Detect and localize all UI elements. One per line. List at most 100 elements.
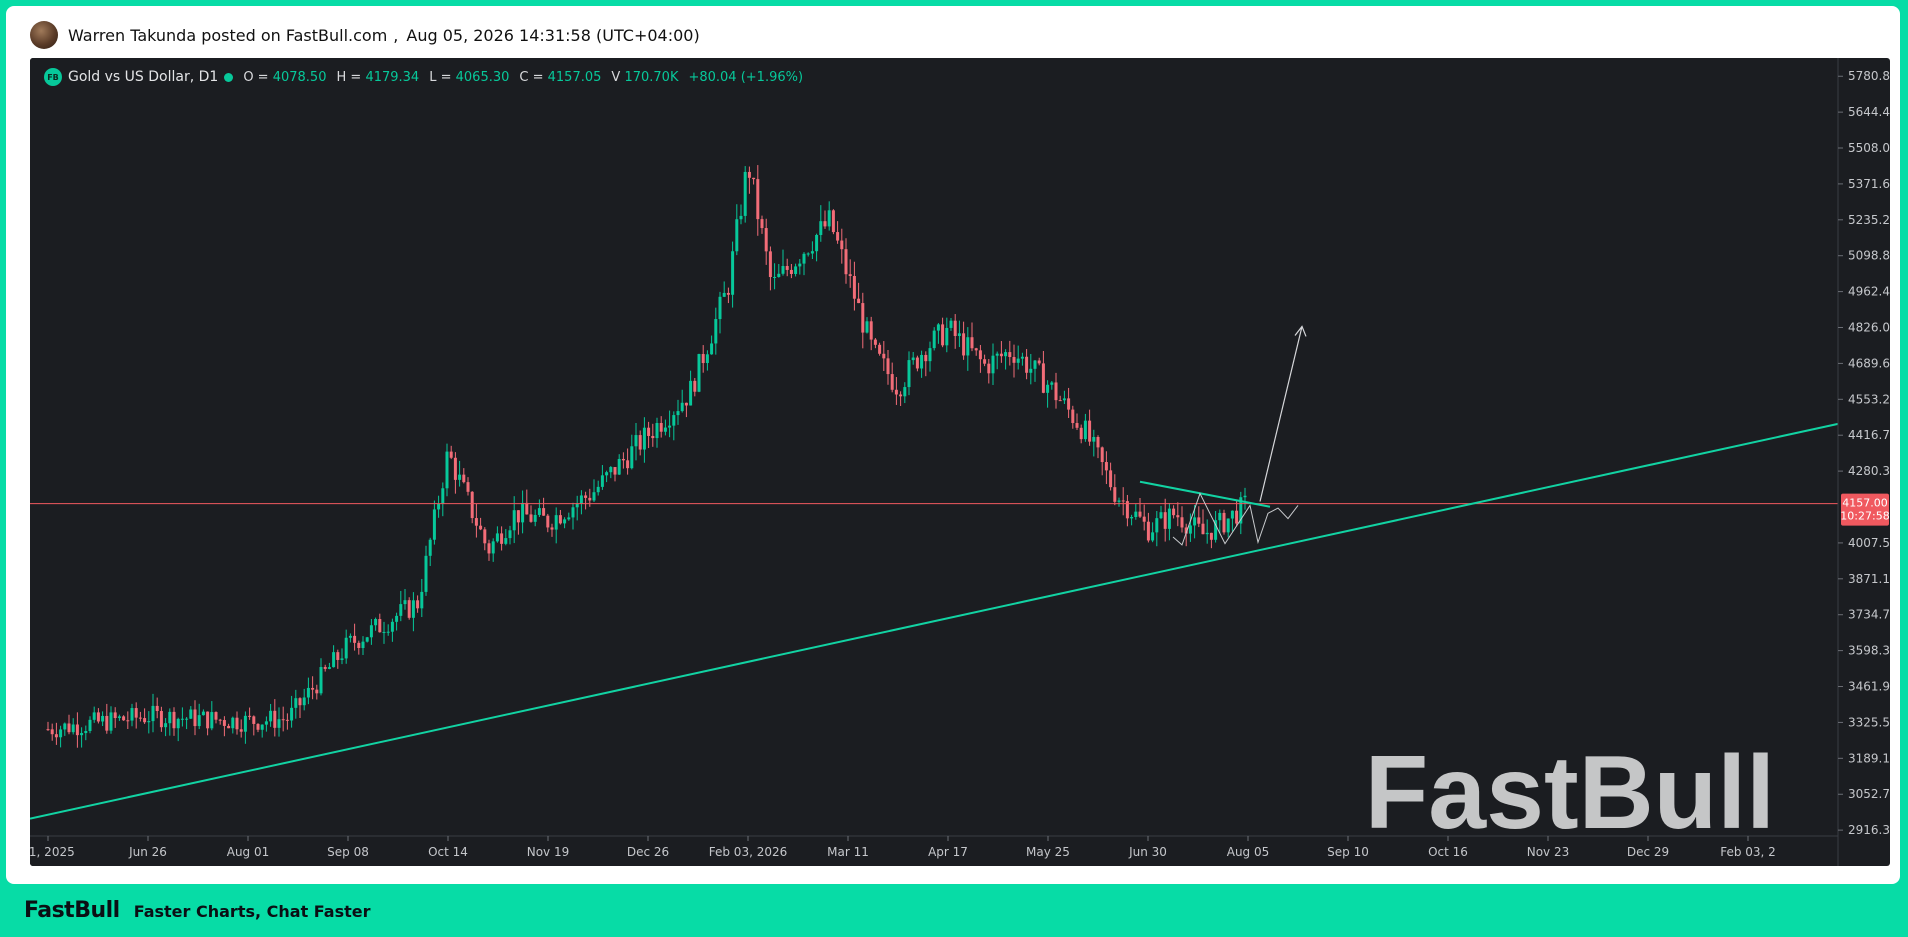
candle-down — [252, 716, 256, 724]
candle-down — [756, 179, 760, 220]
candle-up — [403, 600, 407, 605]
candle-down — [54, 734, 58, 738]
candle-up — [277, 719, 281, 728]
price-chart[interactable]: FastBull 5780.85 5644.45 5508.04 5371.64 523… — [30, 58, 1890, 866]
rising-trendline — [30, 422, 1839, 820]
candle-up — [642, 427, 646, 450]
candle-down — [155, 705, 159, 712]
candle-down — [1088, 420, 1092, 442]
legend-high: H = 4179.34 — [336, 69, 420, 85]
candle-down — [1184, 527, 1188, 534]
candle-down — [143, 718, 147, 723]
candle-up — [579, 495, 583, 504]
candle-up — [340, 658, 344, 660]
candle-up — [773, 276, 777, 278]
candle-up — [1134, 511, 1138, 518]
candle-up — [411, 600, 415, 618]
candle-up — [504, 538, 508, 544]
candle-down — [122, 716, 126, 721]
candle-down — [924, 354, 928, 362]
x-tick-label: Oct 16 — [1428, 845, 1468, 859]
candle-down — [134, 708, 138, 718]
candle-down — [546, 515, 550, 528]
y-tick-label: 5780.85 — [1848, 69, 1890, 83]
post-author[interactable]: Warren Takunda posted on FastBull.com — [68, 25, 388, 45]
footer-tagline: Faster Charts, Chat Faster — [133, 902, 371, 921]
candle-up — [59, 729, 63, 738]
candle-down — [890, 374, 894, 390]
candle-down — [999, 353, 1003, 357]
fastbull-watermark: FastBull — [1365, 735, 1775, 851]
chart-panel[interactable]: FB Gold vs US Dollar, D1 O = 4078.50 H =… — [30, 58, 1890, 866]
candle-down — [357, 642, 361, 649]
candle-up — [180, 718, 184, 720]
candle-up — [903, 387, 907, 397]
candle-up — [794, 266, 798, 274]
x-tick-label: Oct 14 — [428, 845, 468, 859]
candle-up — [84, 730, 88, 734]
candle-up — [600, 475, 604, 487]
candle-down — [752, 177, 756, 180]
candle-down — [970, 337, 974, 349]
candle-down — [962, 333, 966, 356]
candle-down — [50, 729, 54, 735]
x-tick-label: Aug 01 — [227, 845, 270, 859]
legend-change: +80.04 (+1.96%) — [688, 69, 804, 85]
candle-up — [1046, 384, 1050, 393]
candle-down — [193, 709, 197, 727]
candle-up — [344, 637, 348, 659]
candle-up — [374, 619, 378, 626]
candle-up — [327, 667, 331, 669]
candle-up — [260, 724, 264, 730]
candle-up — [130, 708, 134, 721]
candle-up — [575, 503, 579, 508]
candle-down — [1172, 508, 1176, 516]
candle-down — [785, 266, 789, 270]
avatar[interactable] — [30, 21, 58, 49]
candle-down — [974, 348, 978, 351]
candle-up — [1243, 495, 1247, 498]
legend-open: O = 4078.50 — [243, 69, 327, 85]
candle-up — [936, 324, 940, 331]
projection-arrow-line — [1259, 326, 1303, 502]
candle-up — [1159, 512, 1163, 519]
footer-logo[interactable]: FastBull — [24, 898, 120, 923]
candle-down — [407, 600, 411, 618]
time-axis: 21, 2025 Jun 26 Aug 01 Sep 08 Oct 14 Nov 19 De… — [30, 835, 1838, 859]
candle-up — [949, 320, 953, 328]
candle-up — [735, 219, 739, 252]
candle-down — [789, 269, 793, 274]
candle-up — [197, 715, 201, 727]
candle-down — [983, 359, 987, 364]
candle-down — [273, 710, 277, 728]
arrow-head-icon — [1294, 325, 1307, 337]
candle-down — [878, 344, 882, 354]
candle-down — [239, 729, 243, 732]
candle-down — [882, 353, 886, 359]
candle-down — [857, 298, 861, 304]
candle-up — [445, 451, 449, 489]
candle-up — [533, 514, 537, 522]
candle-up — [151, 705, 155, 722]
x-tick-label: Dec 29 — [1627, 845, 1669, 859]
candle-up — [386, 631, 390, 633]
candle-down — [214, 712, 218, 720]
candle-down — [1138, 511, 1142, 517]
candle-down — [886, 358, 890, 375]
candle-down — [1222, 512, 1226, 533]
symbol-name[interactable]: Gold vs US Dollar, D1 — [68, 69, 219, 85]
candle-up — [92, 712, 96, 720]
candle-down — [529, 514, 533, 522]
candle-down — [1163, 512, 1167, 529]
candle-up — [802, 253, 806, 264]
candle-down — [227, 725, 231, 729]
candle-up — [432, 509, 436, 540]
candle-up — [1239, 497, 1243, 524]
candle-down — [315, 689, 319, 694]
candle-down — [105, 715, 109, 731]
candle-down — [953, 320, 957, 336]
price-axis: 5780.85 5644.45 5508.04 5371.64 5235.23 5098.… — [1837, 58, 1890, 866]
candle-up — [1205, 532, 1209, 535]
x-tick-label: Apr 17 — [928, 845, 968, 859]
